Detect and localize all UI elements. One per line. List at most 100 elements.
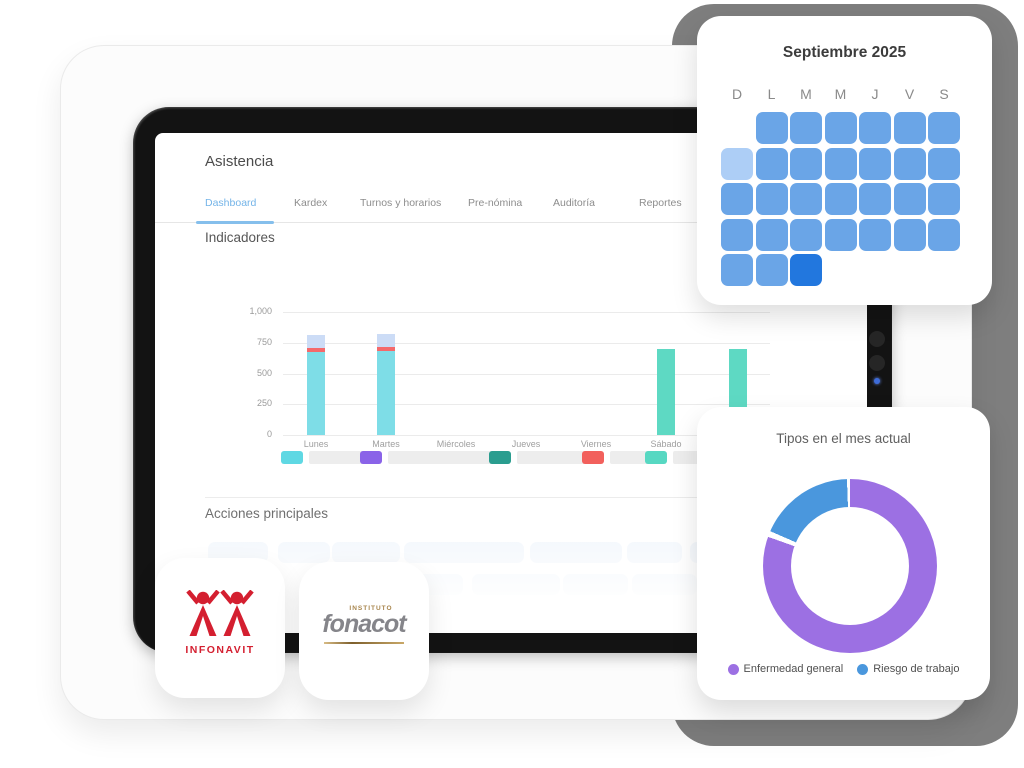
fonacot-name-label: fonacot bbox=[322, 609, 406, 638]
fonacot-app-card[interactable]: INSTITUTO fonacot bbox=[299, 562, 429, 700]
calendar-day-cell[interactable] bbox=[893, 112, 926, 144]
gridline bbox=[283, 342, 770, 344]
legend-dot-icon bbox=[727, 663, 739, 675]
calendar-day-header: D bbox=[731, 86, 743, 102]
section-divider bbox=[205, 497, 845, 498]
calendar-day-cell[interactable] bbox=[859, 183, 891, 215]
infonavit-label: INFONAVIT bbox=[185, 644, 255, 656]
calendar-day-cell[interactable] bbox=[893, 147, 926, 180]
calendar-day-cell[interactable] bbox=[755, 183, 788, 215]
bar-segment bbox=[377, 334, 395, 348]
x-axis-category-label: Miércoles bbox=[436, 439, 476, 449]
calendar-day-cell[interactable] bbox=[721, 183, 753, 215]
gridline bbox=[283, 312, 770, 313]
tab-turnos-y-horarios[interactable]: Turnos y horarios bbox=[360, 197, 442, 209]
camera-icon bbox=[869, 331, 885, 347]
fonacot-logo: INSTITUTO fonacot bbox=[322, 604, 407, 644]
tab-kardex[interactable]: Kardex bbox=[294, 197, 328, 209]
bar-segment bbox=[377, 351, 395, 435]
calendar-day-header: S bbox=[939, 86, 949, 102]
calendar-day-cell[interactable] bbox=[928, 112, 960, 144]
donut-legend-item: Enfermedad general bbox=[727, 663, 844, 675]
calendar-day-header: L bbox=[767, 86, 776, 102]
tab-pre-n-mina[interactable]: Pre-nómina bbox=[468, 197, 523, 209]
bar-segment bbox=[377, 347, 395, 352]
camera-icon bbox=[869, 355, 885, 371]
infonavit-app-card[interactable]: INFONAVIT bbox=[155, 558, 285, 698]
calendar-day-header: V bbox=[904, 86, 915, 102]
donut-card: Tipos en el mes actual Enfermedad genera… bbox=[697, 407, 990, 700]
gridline bbox=[283, 404, 770, 406]
y-axis-tick-label: 750 bbox=[256, 336, 272, 347]
calendar-day-cell[interactable] bbox=[721, 218, 753, 251]
y-axis-tick-label: 500 bbox=[256, 367, 272, 378]
x-axis-category-label: Martes bbox=[372, 439, 400, 449]
fonacot-institute-label: INSTITUTO bbox=[349, 604, 393, 612]
donut-legend: Enfermedad general Riesgo de trabajo bbox=[697, 663, 990, 675]
calendar-day-cell[interactable] bbox=[928, 218, 960, 251]
donut-hole bbox=[791, 507, 909, 625]
calendar-day-header: M bbox=[800, 86, 812, 102]
y-axis-tick-label: 1,000 bbox=[249, 306, 272, 316]
calendar-day-cell[interactable] bbox=[790, 218, 822, 251]
bar-segment bbox=[307, 351, 325, 435]
indicators-heading: Indicadores bbox=[205, 230, 275, 245]
calendar-day-cell[interactable] bbox=[928, 183, 960, 215]
donut-title: Tipos en el mes actual bbox=[776, 431, 911, 446]
calendar-day-cell[interactable] bbox=[824, 218, 857, 251]
legend-chip bbox=[489, 451, 511, 464]
x-axis-category-label: Lunes bbox=[303, 439, 329, 449]
legend-chip bbox=[360, 451, 382, 464]
calendar-day-cell[interactable] bbox=[790, 112, 822, 144]
calendar-day-cell[interactable] bbox=[824, 147, 857, 180]
calendar-day-cell[interactable] bbox=[859, 147, 891, 180]
x-axis-category-label: Sábado bbox=[650, 439, 682, 449]
legend-chip bbox=[645, 451, 667, 464]
calendar-day-cell[interactable] bbox=[928, 147, 960, 180]
y-axis-tick-label: 0 bbox=[266, 429, 272, 439]
calendar-day-header: M bbox=[834, 86, 847, 102]
tab-dashboard[interactable]: Dashboard bbox=[205, 197, 257, 209]
calendar-day-cell[interactable] bbox=[755, 254, 788, 286]
calendar-day-cell[interactable] bbox=[859, 218, 891, 251]
calendar-day-cell[interactable] bbox=[755, 112, 788, 144]
donut-legend-label: Riesgo de trabajo bbox=[873, 663, 960, 675]
calendar-day-cell[interactable] bbox=[790, 254, 822, 286]
calendar-title: Septiembre 2025 bbox=[782, 44, 907, 61]
camera-led-icon bbox=[874, 378, 880, 384]
calendar-day-cell[interactable] bbox=[790, 183, 822, 215]
calendar-day-cell[interactable] bbox=[721, 254, 753, 286]
x-axis-category-label: Jueves bbox=[511, 439, 541, 449]
y-axis-tick-label: 250 bbox=[256, 398, 272, 409]
legend-label-skeleton bbox=[610, 451, 650, 464]
calendar-day-header: J bbox=[871, 86, 879, 102]
calendar-day-cell[interactable] bbox=[859, 112, 891, 144]
legend-chip bbox=[582, 451, 604, 464]
calendar-day-cell[interactable] bbox=[824, 112, 857, 144]
bar-segment bbox=[307, 334, 325, 348]
calendar-day-cell[interactable] bbox=[893, 183, 926, 215]
calendar-day-cell[interactable] bbox=[721, 147, 753, 180]
infonavit-logo-icon bbox=[186, 590, 254, 636]
tab-reportes[interactable]: Reportes bbox=[639, 197, 682, 209]
gridline bbox=[283, 435, 770, 436]
active-tab-underline bbox=[196, 221, 274, 224]
bar-segment bbox=[657, 348, 675, 435]
tabbar-divider bbox=[155, 222, 867, 223]
calendar-day-cell[interactable] bbox=[790, 147, 822, 180]
gridline bbox=[283, 373, 770, 375]
calendar-day-cell[interactable] bbox=[755, 218, 788, 251]
legend-chip bbox=[281, 451, 303, 464]
donut-chart bbox=[763, 479, 937, 653]
calendar-day-cell[interactable] bbox=[755, 147, 788, 180]
legend-dot-icon bbox=[857, 663, 869, 675]
calendar-day-cell[interactable] bbox=[893, 218, 926, 251]
legend-label-skeleton bbox=[309, 451, 364, 464]
page-title: Asistencia bbox=[205, 153, 274, 170]
donut-legend-label: Enfermedad general bbox=[743, 663, 844, 675]
calendar-day-cell[interactable] bbox=[824, 183, 857, 215]
x-axis-category-label: Viernes bbox=[580, 439, 612, 449]
bar-segment bbox=[307, 347, 325, 352]
tab-auditor-a[interactable]: Auditoría bbox=[553, 197, 596, 209]
